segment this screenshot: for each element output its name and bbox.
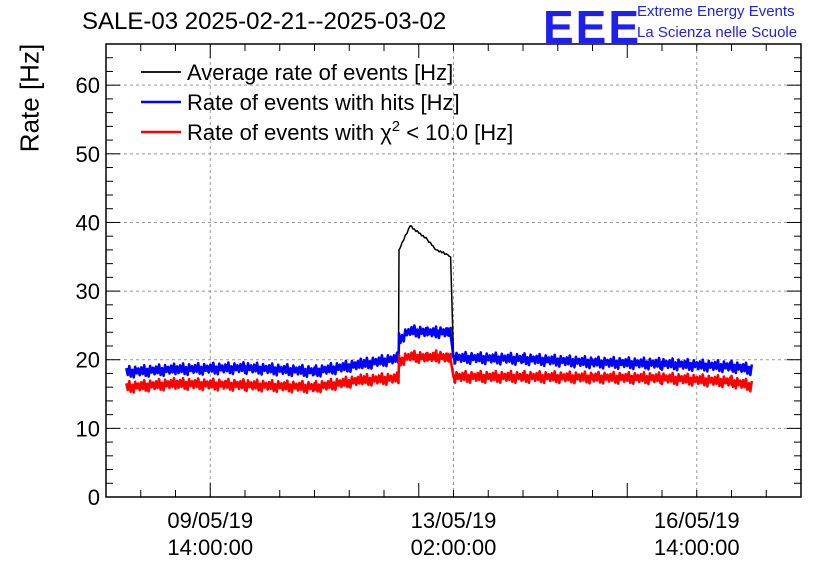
- logo-subtitle-line1: Extreme Energy Events: [637, 3, 795, 20]
- y-tick-label: 10: [76, 416, 100, 441]
- x-tick-label-time: 14:00:00: [654, 535, 740, 560]
- legend-label-1: Average rate of events [Hz]: [187, 60, 453, 85]
- x-tick-label-time: 02:00:00: [411, 535, 497, 560]
- plot-frame: [105, 43, 802, 498]
- series-line-2: [125, 324, 754, 379]
- y-tick-label: 20: [76, 348, 100, 373]
- legend-label-2: Rate of events with hits [Hz]: [187, 90, 460, 115]
- x-tick-label-date: 16/05/19: [654, 508, 740, 533]
- x-tick-label-time: 14:00:00: [167, 535, 253, 560]
- y-tick-label: 40: [76, 210, 100, 235]
- y-tick-label: 30: [76, 279, 100, 304]
- x-tick-label-date: 09/05/19: [167, 508, 253, 533]
- legend-label-3: Rate of events with χ2 < 10.0 [Hz]: [187, 118, 513, 145]
- series-line-3: [125, 349, 754, 394]
- y-tick-label: 60: [76, 73, 100, 98]
- series-line-1: [126, 225, 752, 373]
- y-tick-label: 0: [88, 485, 100, 510]
- logo-subtitle-line2: La Scienza nelle Scuole: [637, 24, 798, 41]
- chart-title: SALE-03 2025-02-21--2025-03-02: [82, 8, 447, 35]
- x-tick-label-date: 13/05/19: [411, 508, 497, 533]
- y-tick-label: 50: [76, 142, 100, 167]
